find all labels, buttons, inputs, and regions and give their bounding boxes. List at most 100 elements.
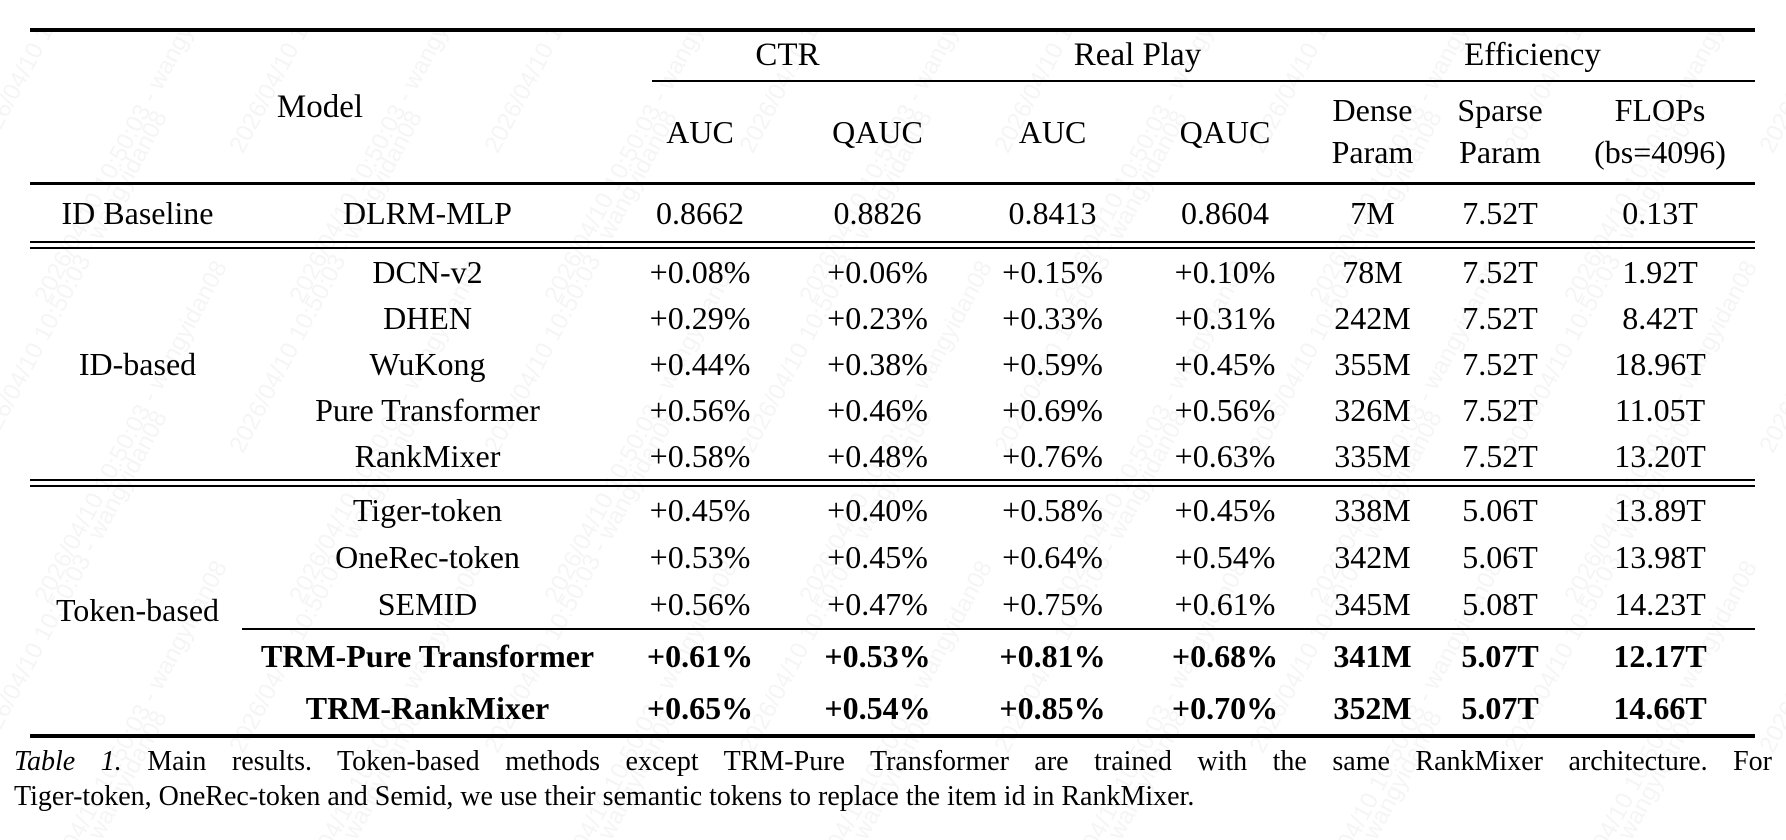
value-cell: +0.70% <box>1171 689 1279 726</box>
model-name-cell: DHEN <box>383 299 472 336</box>
value-cell: +0.45% <box>1174 492 1276 529</box>
model-name-cell: TRM-RankMixer <box>305 689 550 726</box>
value-cell: 0.8662 <box>656 194 744 231</box>
header-bottom-rule <box>30 182 1755 185</box>
value-cell: +0.33% <box>1002 299 1103 336</box>
group-header-ctr: CTR <box>755 37 820 74</box>
token-section-divider-rule <box>242 628 1755 630</box>
value-cell: 0.13T <box>1622 194 1698 231</box>
value-cell: 13.89T <box>1614 492 1706 529</box>
value-cell: +0.40% <box>827 492 928 529</box>
value-cell: +0.64% <box>1002 539 1103 576</box>
value-cell: +0.54% <box>1174 539 1276 576</box>
model-name-cell: RankMixer <box>354 437 501 474</box>
col-header-ctr-qauc: QAUC <box>832 113 923 150</box>
value-cell: 5.08T <box>1462 586 1538 623</box>
value-cell: 14.23T <box>1614 586 1706 623</box>
group-header-efficiency: Efficiency <box>1464 37 1601 74</box>
value-cell: +0.45% <box>827 539 928 576</box>
value-cell: +0.08% <box>649 253 751 290</box>
value-cell: +0.53% <box>649 539 751 576</box>
value-cell: 342M <box>1334 539 1411 576</box>
section-divider-rule <box>30 241 1755 249</box>
value-cell: +0.45% <box>649 492 751 529</box>
value-cell: 335M <box>1334 437 1411 474</box>
value-cell: +0.44% <box>649 345 751 382</box>
value-cell: +0.53% <box>824 637 931 674</box>
col-header-sparse-param: Sparse Param <box>1457 92 1543 170</box>
value-cell: 7.52T <box>1462 391 1538 428</box>
value-cell: 0.8826 <box>833 194 922 231</box>
value-cell: +0.68% <box>1171 637 1279 674</box>
caption-line-2: Tiger-token, OneRec-token and Semid, we … <box>14 780 1195 812</box>
value-cell: +0.10% <box>1174 253 1276 290</box>
model-name-cell: TRM-Pure Transformer <box>260 637 595 674</box>
value-cell: 1.92T <box>1622 253 1698 290</box>
table-row: OneRec-token +0.53% +0.45% +0.64% +0.54% 342M… <box>30 534 1755 581</box>
model-name-cell: OneRec-token <box>335 539 520 576</box>
value-cell: 13.20T <box>1614 437 1706 474</box>
value-cell: 7.52T <box>1462 194 1538 231</box>
section-token-based: Token-based Tiger-token +0.45% +0.40% +0.58… <box>30 487 1755 734</box>
section-id-baseline: ID Baseline DLRM-MLP 0.8662 0.8826 0.8413 0.… <box>30 185 1755 241</box>
value-cell: 352M <box>1333 689 1412 726</box>
header-group-rule <box>652 80 1755 82</box>
value-cell: +0.06% <box>827 253 928 290</box>
col-header-ctr-auc: AUC <box>666 113 734 150</box>
table-row: Tiger-token +0.45% +0.40% +0.58% +0.45% 338M 5… <box>30 487 1755 534</box>
value-cell: 7.52T <box>1462 437 1538 474</box>
value-cell: 78M <box>1342 253 1403 290</box>
value-cell: +0.75% <box>1002 586 1103 623</box>
value-cell: +0.23% <box>827 299 928 336</box>
value-cell: +0.76% <box>1002 437 1103 474</box>
value-cell: +0.38% <box>827 345 928 382</box>
model-name-cell: DCN-v2 <box>372 253 483 290</box>
value-cell: 11.05T <box>1614 391 1706 428</box>
group-header-real-play: Real Play <box>1073 37 1202 74</box>
value-cell: 355M <box>1334 345 1411 382</box>
value-cell: +0.81% <box>999 637 1106 674</box>
value-cell: +0.29% <box>649 299 751 336</box>
value-cell: +0.85% <box>999 689 1106 726</box>
table-header: Model CTR Real Play Efficiency AUC QAUC … <box>30 32 1755 182</box>
value-cell: 5.06T <box>1462 492 1538 529</box>
model-name-cell: SEMID <box>377 586 478 623</box>
value-cell: +0.61% <box>1174 586 1276 623</box>
value-cell: 345M <box>1334 586 1411 623</box>
model-name-cell: Tiger-token <box>352 492 503 529</box>
value-cell: 18.96T <box>1614 345 1706 382</box>
watermark-text: 2026/04/10 10:50:03 - wangyidan08 <box>1754 106 1786 458</box>
table-row: WuKong +0.44% +0.38% +0.59% +0.45% 355M 7.52T 1… <box>30 341 1755 387</box>
table-row: DLRM-MLP 0.8662 0.8826 0.8413 0.8604 7M 7.52T 0… <box>30 185 1755 241</box>
model-name-cell: DLRM-MLP <box>343 194 512 231</box>
table-top-rule <box>30 28 1755 32</box>
value-cell: 341M <box>1333 637 1412 674</box>
table-row: DHEN +0.29% +0.23% +0.33% +0.31% 242M 7.52T 8.4… <box>30 295 1755 341</box>
table-row: RankMixer +0.58% +0.48% +0.76% +0.63% 335M 7.5… <box>30 433 1755 479</box>
value-cell: +0.45% <box>1174 345 1276 382</box>
value-cell: 7.52T <box>1462 253 1538 290</box>
watermark-text: 2026/04/10 10:50:03 - wangyidan08 <box>1754 28 1786 158</box>
value-cell: 338M <box>1334 492 1411 529</box>
watermark-text: 2026/04/10 10:50:03 - wangyidan08 <box>1754 406 1786 758</box>
value-cell: +0.15% <box>1002 253 1103 290</box>
value-cell: 7M <box>1350 194 1395 231</box>
value-cell: +0.46% <box>827 391 928 428</box>
value-cell: 242M <box>1334 299 1411 336</box>
value-cell: 0.8604 <box>1181 194 1269 231</box>
col-header-realplay-auc: AUC <box>1018 113 1087 150</box>
value-cell: 5.07T <box>1461 689 1539 726</box>
table-row: SEMID +0.56% +0.47% +0.75% +0.61% 345M 5.08T 14… <box>30 581 1755 628</box>
table-row: Pure Transformer +0.56% +0.46% +0.69% +0.56%… <box>30 387 1755 433</box>
value-cell: 5.07T <box>1461 637 1539 674</box>
value-cell: +0.59% <box>1002 345 1103 382</box>
value-cell: 12.17T <box>1613 637 1707 674</box>
table-caption: Table 1. Main results. Token-based metho… <box>14 745 1772 814</box>
col-header-dense-param: Dense Param <box>1331 92 1414 170</box>
table-bottom-rule <box>30 734 1755 738</box>
caption-label: Table 1. <box>14 746 122 777</box>
value-cell: +0.69% <box>1002 391 1103 428</box>
results-table: Model CTR Real Play Efficiency AUC QAUC … <box>30 28 1755 738</box>
value-cell: 8.42T <box>1622 299 1698 336</box>
value-cell: +0.58% <box>1002 492 1103 529</box>
